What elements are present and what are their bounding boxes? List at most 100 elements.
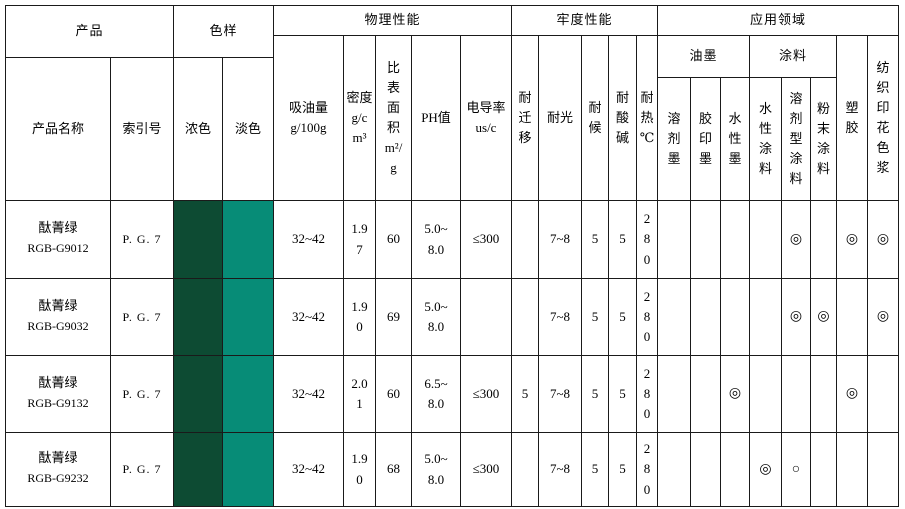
application-mark [837,433,868,507]
dark-shade-swatch [174,433,223,507]
application-mark [658,201,691,279]
application-mark [868,433,899,507]
header-solvent-coating: 溶 剂 型 涂 料 [782,78,811,201]
product-name-cell: 酞菁绿 RGB-G9012 [6,201,111,279]
header-acid-alkali: 耐 酸 碱 [609,36,637,201]
header-water-ink: 水 性 墨 [721,78,750,201]
dark-shade-swatch [174,201,223,279]
product-code: RGB-G9032 [27,318,89,333]
acid-alkali-cell: 5 [609,279,637,356]
application-mark: ◎ [868,201,899,279]
product-name-cell: 酞菁绿 RGB-G9232 [6,433,111,507]
light-shade-swatch [223,201,274,279]
header-light-fastness: 耐光 [539,36,582,201]
dark-shade-swatch [174,356,223,433]
header-conductivity: 电导率 us/c [461,36,512,201]
acid-alkali-cell: 5 [609,356,637,433]
application-mark [750,201,782,279]
conductivity-cell [461,279,512,356]
conductivity-cell: ≤300 [461,356,512,433]
header-product-group: 产品 [6,6,174,58]
application-mark: ◎ [837,356,868,433]
light-fastness-cell: 7~8 [539,201,582,279]
header-migration: 耐 迁 移 [512,36,539,201]
header-application-group: 应用领域 [658,6,899,36]
light-shade-swatch [223,356,274,433]
surface-area-cell: 60 [376,356,412,433]
weather-cell: 5 [582,356,609,433]
application-mark [721,433,750,507]
product-code: RGB-G9232 [27,471,89,486]
oil-absorption-cell: 32~42 [274,433,344,507]
migration-cell [512,201,539,279]
application-mark [691,201,721,279]
oil-absorption-cell: 32~42 [274,356,344,433]
ph-cell: 5.0~ 8.0 [412,279,461,356]
dark-shade-swatch [174,279,223,356]
application-mark [811,201,837,279]
header-fastness-group: 牢度性能 [512,6,658,36]
header-powder-coating: 粉 末 涂 料 [811,78,837,201]
header-density: 密度 g/c m³ [344,36,376,201]
application-mark [868,356,899,433]
migration-cell [512,279,539,356]
application-mark [811,433,837,507]
index-cell: P. G. 7 [111,279,174,356]
surface-area-cell: 60 [376,201,412,279]
application-mark [691,279,721,356]
migration-cell [512,433,539,507]
header-light-shade: 淡色 [223,58,274,201]
density-cell: 1.9 0 [344,279,376,356]
weather-cell: 5 [582,279,609,356]
application-mark: ◎ [782,201,811,279]
pigment-spec-table: 产品 色样 物理性能 牢度性能 应用领域 产品名称 索引号 浓色 淡色 吸油量 … [5,5,899,507]
index-cell: P. G. 7 [111,433,174,507]
application-mark: ◎ [750,433,782,507]
index-cell: P. G. 7 [111,356,174,433]
product-name: 酞菁绿 [38,450,78,465]
heat-cell: 2 8 0 [637,356,658,433]
product-name-cell: 酞菁绿 RGB-G9132 [6,356,111,433]
application-mark: ◎ [811,279,837,356]
header-surface-area: 比 表 面 积 m²/ g [376,36,412,201]
header-coating-group: 涂料 [750,36,837,78]
header-heat: 耐 热 ℃ [637,36,658,201]
application-mark [750,356,782,433]
ph-cell: 5.0~ 8.0 [412,201,461,279]
header-weather-fastness: 耐 候 [582,36,609,201]
header-physical-group: 物理性能 [274,6,512,36]
application-mark [691,356,721,433]
oil-absorption-cell: 32~42 [274,279,344,356]
light-shade-swatch [223,279,274,356]
header-ink-group: 油墨 [658,36,750,78]
heat-cell: 2 8 0 [637,279,658,356]
application-mark: ◎ [721,356,750,433]
light-fastness-cell: 7~8 [539,279,582,356]
header-solvent-ink: 溶 剂 墨 [658,78,691,201]
oil-absorption-cell: 32~42 [274,201,344,279]
heat-cell: 2 8 0 [637,201,658,279]
product-name-cell: 酞菁绿 RGB-G9032 [6,279,111,356]
weather-cell: 5 [582,201,609,279]
header-index-no: 索引号 [111,58,174,201]
index-cell: P. G. 7 [111,201,174,279]
application-mark [721,201,750,279]
density-cell: 1.9 0 [344,433,376,507]
surface-area-cell: 69 [376,279,412,356]
application-mark [782,356,811,433]
application-mark [658,279,691,356]
light-fastness-cell: 7~8 [539,433,582,507]
header-textile-paste: 纺 织 印 花 色 浆 [868,36,899,201]
header-oil-absorption: 吸油量 g/100g [274,36,344,201]
header-color-sample-group: 色样 [174,6,274,58]
conductivity-cell: ≤300 [461,433,512,507]
conductivity-cell: ≤300 [461,201,512,279]
product-name: 酞菁绿 [38,374,78,390]
product-code: RGB-G9012 [27,241,89,256]
application-mark [658,356,691,433]
product-name: 酞菁绿 [38,220,78,235]
header-product-name: 产品名称 [6,58,111,201]
ph-cell: 5.0~ 8.0 [412,433,461,507]
application-mark: ◎ [782,279,811,356]
